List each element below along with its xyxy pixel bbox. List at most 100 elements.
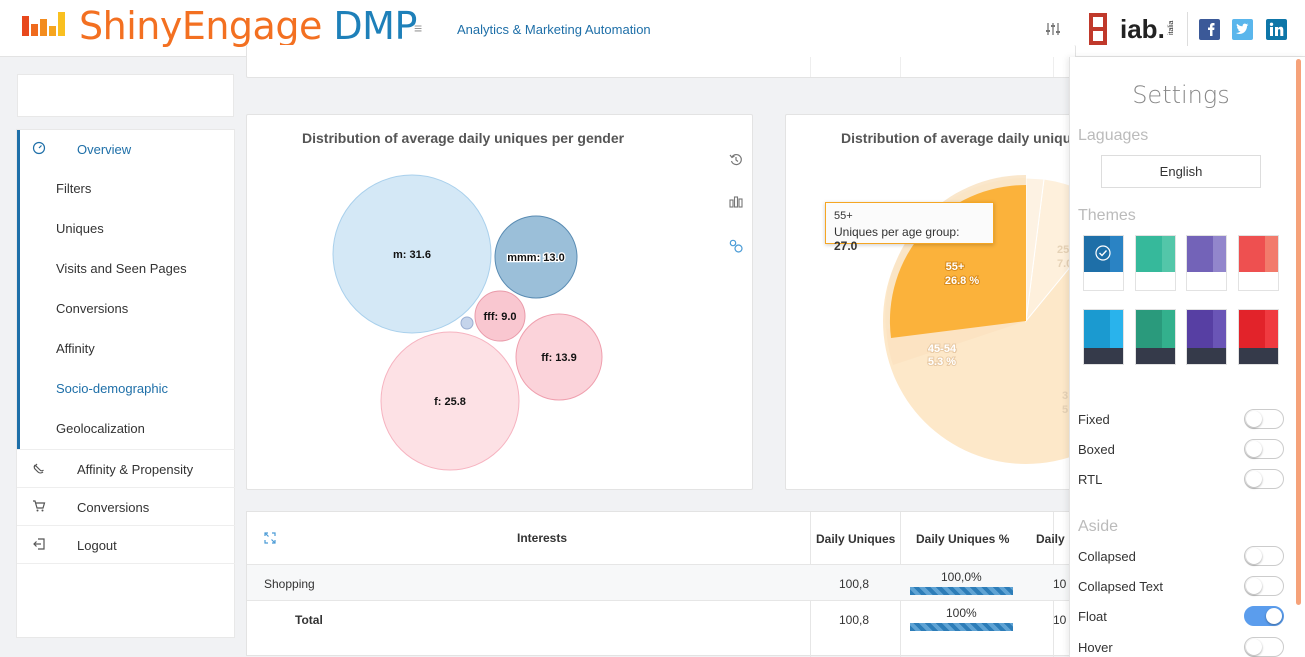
sidebar-item-visits[interactable]: Visits and Seen Pages [20,249,238,287]
sidebar-item-label: Affinity [56,341,95,356]
bubble-label-mmm: mmm: 13.0 [507,252,564,264]
option-boxed-label: Boxed [1078,442,1115,457]
bubble-small[interactable] [460,316,474,330]
sidebar-item-label: Geolocalization [56,421,145,436]
cell-daily: 10 [1053,613,1067,627]
tooltip-label: Uniques per age group: [834,225,960,239]
theme-swatch-8[interactable] [1238,309,1279,365]
cell-uniques: 100,8 [839,577,870,591]
theme-swatch-2[interactable] [1135,235,1176,291]
sidebar-search-box[interactable] [17,74,234,117]
overview-group: Overview Filters Uniques Visits and Seen… [17,130,235,449]
svg-text:italia: italia [1168,20,1175,35]
table-row[interactable]: Shopping 100,8 100,0% 10 [247,564,1075,601]
sidebar-item-label: Socio-demographic [56,381,169,396]
bubble-fff[interactable]: fff: 9.0 [474,290,526,342]
pie-label-35: 3 [1062,390,1068,402]
language-select[interactable]: English [1101,155,1261,188]
float-toggle[interactable] [1244,606,1284,626]
theme-swatch-5[interactable] [1083,309,1124,365]
tooltip-value-line: Uniques per age group: 27.0 [834,225,985,253]
facebook-icon[interactable] [1199,19,1220,40]
col-header-daily-uniques-pct[interactable]: Daily Uniques % [916,532,1010,546]
fixed-toggle[interactable] [1244,409,1284,429]
svg-text:iab.: iab. [1120,14,1165,44]
dashboard-gauge-icon [32,141,46,155]
option-collapsed-label: Collapsed [1078,549,1136,564]
hover-toggle[interactable] [1244,637,1284,657]
iab-italia-logo[interactable]: iab. italia [1089,13,1181,45]
col-header-daily-uniques[interactable]: Daily Uniques [816,532,896,546]
twitter-icon[interactable] [1232,19,1253,40]
cell-pct: 100,0% [941,570,982,584]
languages-heading: Laguages [1078,127,1149,144]
chart-title: Distribution of average daily uniques pe… [841,130,1085,146]
chart-title: Distribution of average daily uniques pe… [302,130,625,146]
tooltip-category: 55+ [834,210,853,222]
tooltip-value: 27.0 [834,239,858,253]
settings-scrollbar[interactable] [1296,59,1301,605]
check-icon [1095,245,1111,261]
bubble-mmm[interactable]: mmm: 13.0 [494,215,578,299]
pie-label-25: 25 [1057,244,1069,256]
collapsed-text-toggle[interactable] [1244,576,1284,596]
age-chart-card: Distribution of average daily uniques pe… [785,114,1085,490]
sidebar-item-filters[interactable]: Filters [20,169,238,207]
cell-interest: Total [295,613,323,627]
theme-swatch-4[interactable] [1238,235,1279,291]
magnet-icon [33,463,44,474]
pie-label-45-54-pct: 5.3 % [928,356,956,368]
bubble-ff[interactable]: ff: 13.9 [515,313,603,401]
sidebar-item-uniques[interactable]: Uniques [20,209,238,247]
interests-table: Interests Daily Uniques Daily Uniques % … [246,511,1076,657]
pie-label-35-pct: 5 [1062,404,1068,416]
linkedin-icon[interactable] [1266,19,1287,40]
option-collapsed-text-label: Collapsed Text [1078,579,1164,594]
theme-swatch-3[interactable] [1186,235,1227,291]
menu-toggle-icon[interactable]: ≡ [414,20,423,36]
pct-progress-bar [910,587,1013,595]
sidebar-item-conversions[interactable]: Conversions [17,487,235,525]
option-hover-label: Hover [1078,640,1113,655]
boxed-toggle[interactable] [1244,439,1284,459]
bubble-label-f: f: 25.8 [434,396,466,408]
sidebar-item-affinity-propensity[interactable]: Affinity & Propensity [17,449,235,487]
pie-label-55-pct: 26.8 % [945,275,979,287]
sidebar-item-overview[interactable]: Overview [20,130,238,168]
sliders-icon[interactable] [1045,21,1061,37]
sidebar-item-geolocalization[interactable]: Geolocalization [20,409,238,447]
sidebar-nav: Overview Filters Uniques Visits and Seen… [16,129,235,638]
reset-icon[interactable] [729,153,743,167]
settings-title: Settings [1132,81,1230,109]
app-subtitle: Analytics & Marketing Automation [457,22,651,37]
collapsed-toggle[interactable] [1244,546,1284,566]
theme-swatch-6[interactable] [1135,309,1176,365]
sidebar-item-logout[interactable]: Logout [17,525,235,563]
expand-icon[interactable] [264,532,276,544]
bubble-f[interactable]: f: 25.8 [380,331,520,471]
theme-swatch-1[interactable] [1083,235,1124,291]
chart-tooltip: 55+ Uniques per age group: 27.0 [825,202,994,253]
settings-panel: Settings Laguages English Themes Fixed B… [1069,57,1305,657]
brand-logo-icon [22,12,65,36]
table-row-total[interactable]: Total 100,8 100% 10 [247,601,1075,638]
bubble-m[interactable]: m: 31.6 [332,174,492,334]
col-header-daily[interactable]: Daily [1036,532,1065,546]
aside-heading: Aside [1078,518,1119,535]
bubble-label-fff: fff: 9.0 [484,311,517,323]
rtl-toggle[interactable] [1244,469,1284,489]
gender-bubble-plot: m: 31.6 mmm: 13.0 fff: 9.0 ff: 13.9 f: 2… [332,174,603,471]
themes-heading: Themes [1078,207,1136,224]
bar-chart-icon[interactable] [729,194,743,208]
bubble-chart-icon[interactable] [729,239,743,253]
brand-name[interactable]: ShinyEngage DMP [79,4,417,48]
sidebar-item-conversions-sub[interactable]: Conversions [20,289,238,327]
sidebar-item-socio-demographic[interactable]: Socio-demographic [20,369,238,407]
col-header-interests[interactable]: Interests [517,531,568,545]
theme-swatch-7[interactable] [1186,309,1227,365]
bubble-label-ff: ff: 13.9 [541,352,576,364]
sidebar-item-label: Filters [56,181,92,196]
option-fixed-label: Fixed [1078,412,1110,427]
sidebar-item-label: Affinity & Propensity [77,462,194,477]
sidebar-item-affinity[interactable]: Affinity [20,329,238,367]
